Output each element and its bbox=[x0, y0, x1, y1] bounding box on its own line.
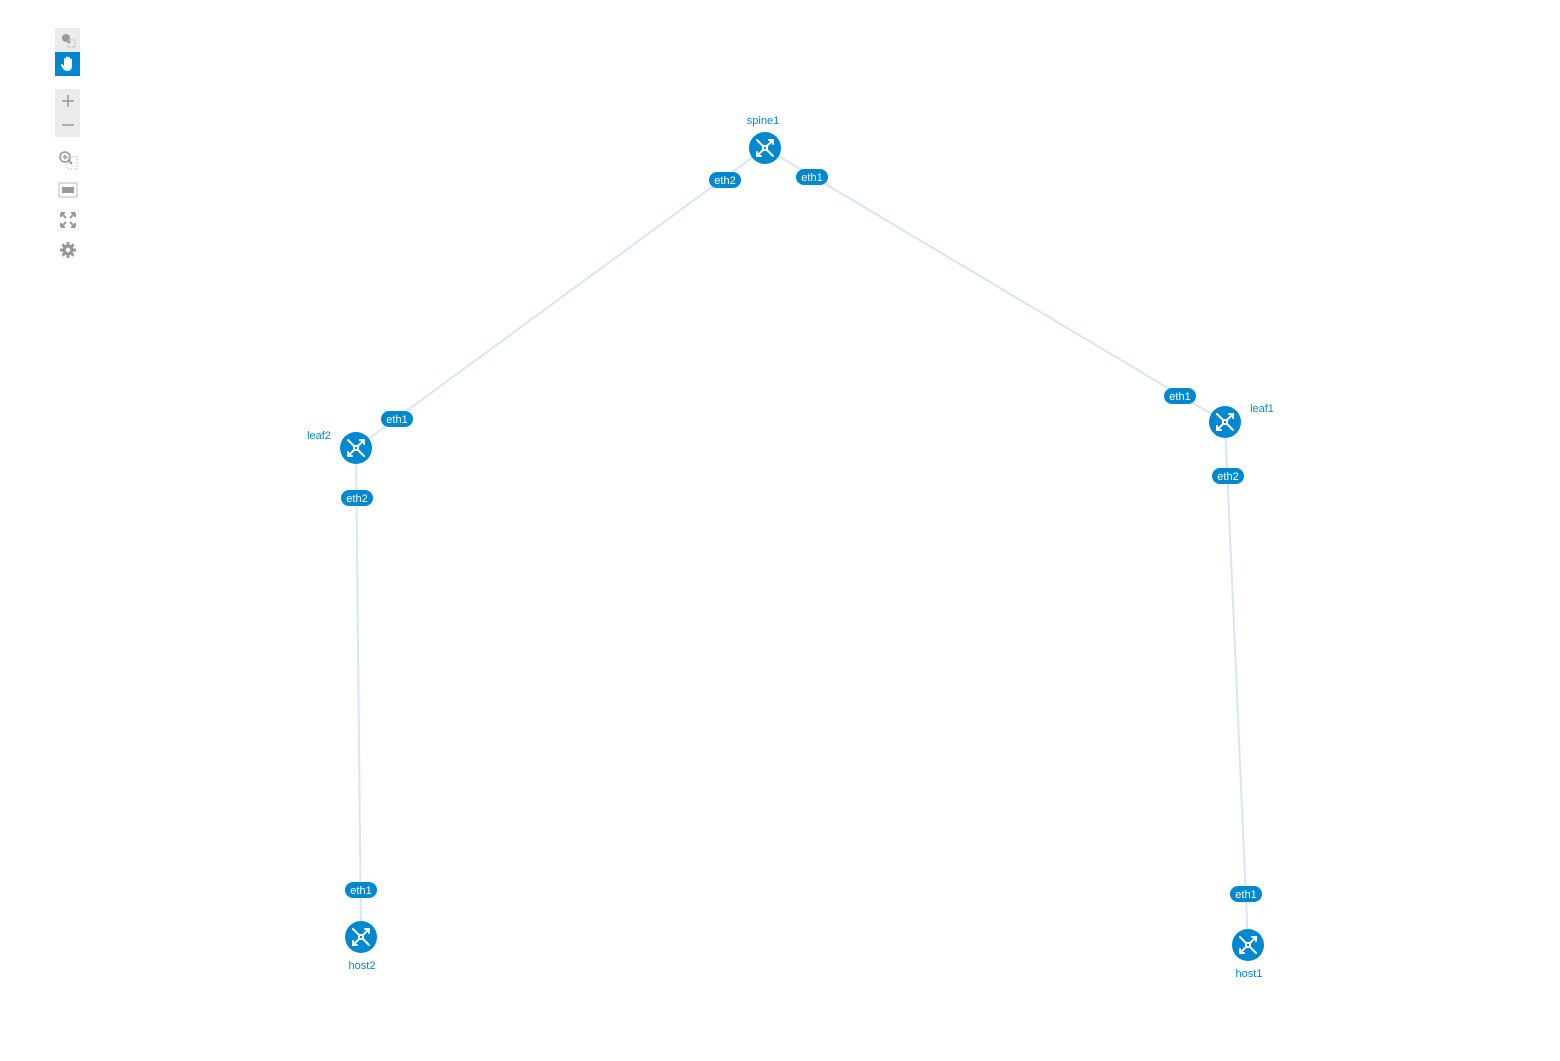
port-label: eth1 bbox=[386, 414, 407, 426]
port-badge[interactable]: eth1 bbox=[1164, 388, 1196, 404]
router-icon bbox=[340, 432, 372, 464]
port-badge[interactable]: eth2 bbox=[341, 490, 373, 506]
pan-mode-icon bbox=[60, 56, 72, 71]
port-badge-bg bbox=[1212, 468, 1244, 484]
port-badge-bg bbox=[1164, 388, 1196, 404]
fullscreen-icon bbox=[59, 212, 76, 228]
port-label: eth1 bbox=[1235, 889, 1256, 901]
router-icon bbox=[749, 132, 781, 164]
port-label: eth1 bbox=[801, 172, 822, 184]
node-leaf1[interactable]: leaf1 bbox=[1209, 403, 1274, 438]
zoom-out-button[interactable] bbox=[55, 113, 80, 137]
node-label: host2 bbox=[349, 960, 376, 972]
node-host2[interactable]: host2 bbox=[345, 921, 377, 972]
port-badge-bg bbox=[345, 882, 377, 898]
settings-gear-icon bbox=[59, 242, 76, 258]
port-badge-bg bbox=[381, 411, 413, 427]
fit-stage-icon bbox=[58, 182, 77, 198]
zoom-in-icon bbox=[61, 95, 74, 107]
fit-stage-button[interactable] bbox=[55, 175, 80, 205]
port-label: eth2 bbox=[1217, 471, 1238, 483]
port-badge-bg bbox=[796, 169, 828, 185]
router-icon bbox=[345, 921, 377, 953]
settings-button[interactable] bbox=[55, 235, 80, 265]
port-label: eth1 bbox=[350, 885, 371, 897]
port-badge[interactable]: eth1 bbox=[381, 411, 413, 427]
link-spine1-leaf1[interactable] bbox=[764, 147, 1226, 423]
node-label: leaf2 bbox=[307, 430, 331, 442]
node-label: leaf1 bbox=[1250, 403, 1274, 415]
link-leaf1-host1[interactable] bbox=[1224, 421, 1249, 946]
zoom-in-button[interactable] bbox=[55, 89, 80, 113]
node-label: spine1 bbox=[747, 115, 779, 127]
topology-toolbar bbox=[55, 28, 80, 265]
node-host1[interactable]: host1 bbox=[1232, 929, 1264, 980]
zoom-by-selection-icon bbox=[58, 151, 77, 170]
link-spine1-leaf2[interactable] bbox=[355, 147, 766, 449]
link-leaf2-host2[interactable] bbox=[355, 447, 362, 938]
port-label: eth2 bbox=[714, 175, 735, 187]
router-icon bbox=[1209, 406, 1241, 438]
pan-mode-button[interactable] bbox=[55, 52, 80, 76]
fullscreen-button[interactable] bbox=[55, 205, 80, 235]
router-icon bbox=[1232, 929, 1264, 961]
zoom-out-icon bbox=[61, 124, 74, 126]
port-badge-bg bbox=[1230, 886, 1262, 902]
port-badge[interactable]: eth2 bbox=[709, 172, 741, 188]
node-label: host1 bbox=[1236, 968, 1263, 980]
port-badge-bg bbox=[341, 490, 373, 506]
node-leaf2[interactable]: leaf2 bbox=[307, 430, 372, 464]
port-badge[interactable]: eth2 bbox=[1212, 468, 1244, 484]
port-label: eth2 bbox=[346, 493, 367, 505]
zoom-by-selection-button[interactable] bbox=[55, 145, 80, 175]
port-label: eth1 bbox=[1169, 391, 1190, 403]
node-spine1[interactable]: spine1 bbox=[747, 115, 781, 164]
port-badge[interactable]: eth1 bbox=[1230, 886, 1262, 902]
select-mode-button[interactable] bbox=[55, 28, 80, 52]
port-badge[interactable]: eth1 bbox=[345, 882, 377, 898]
select-mode-icon bbox=[61, 34, 75, 48]
port-badge[interactable]: eth1 bbox=[796, 169, 828, 185]
port-badge-bg bbox=[709, 172, 741, 188]
